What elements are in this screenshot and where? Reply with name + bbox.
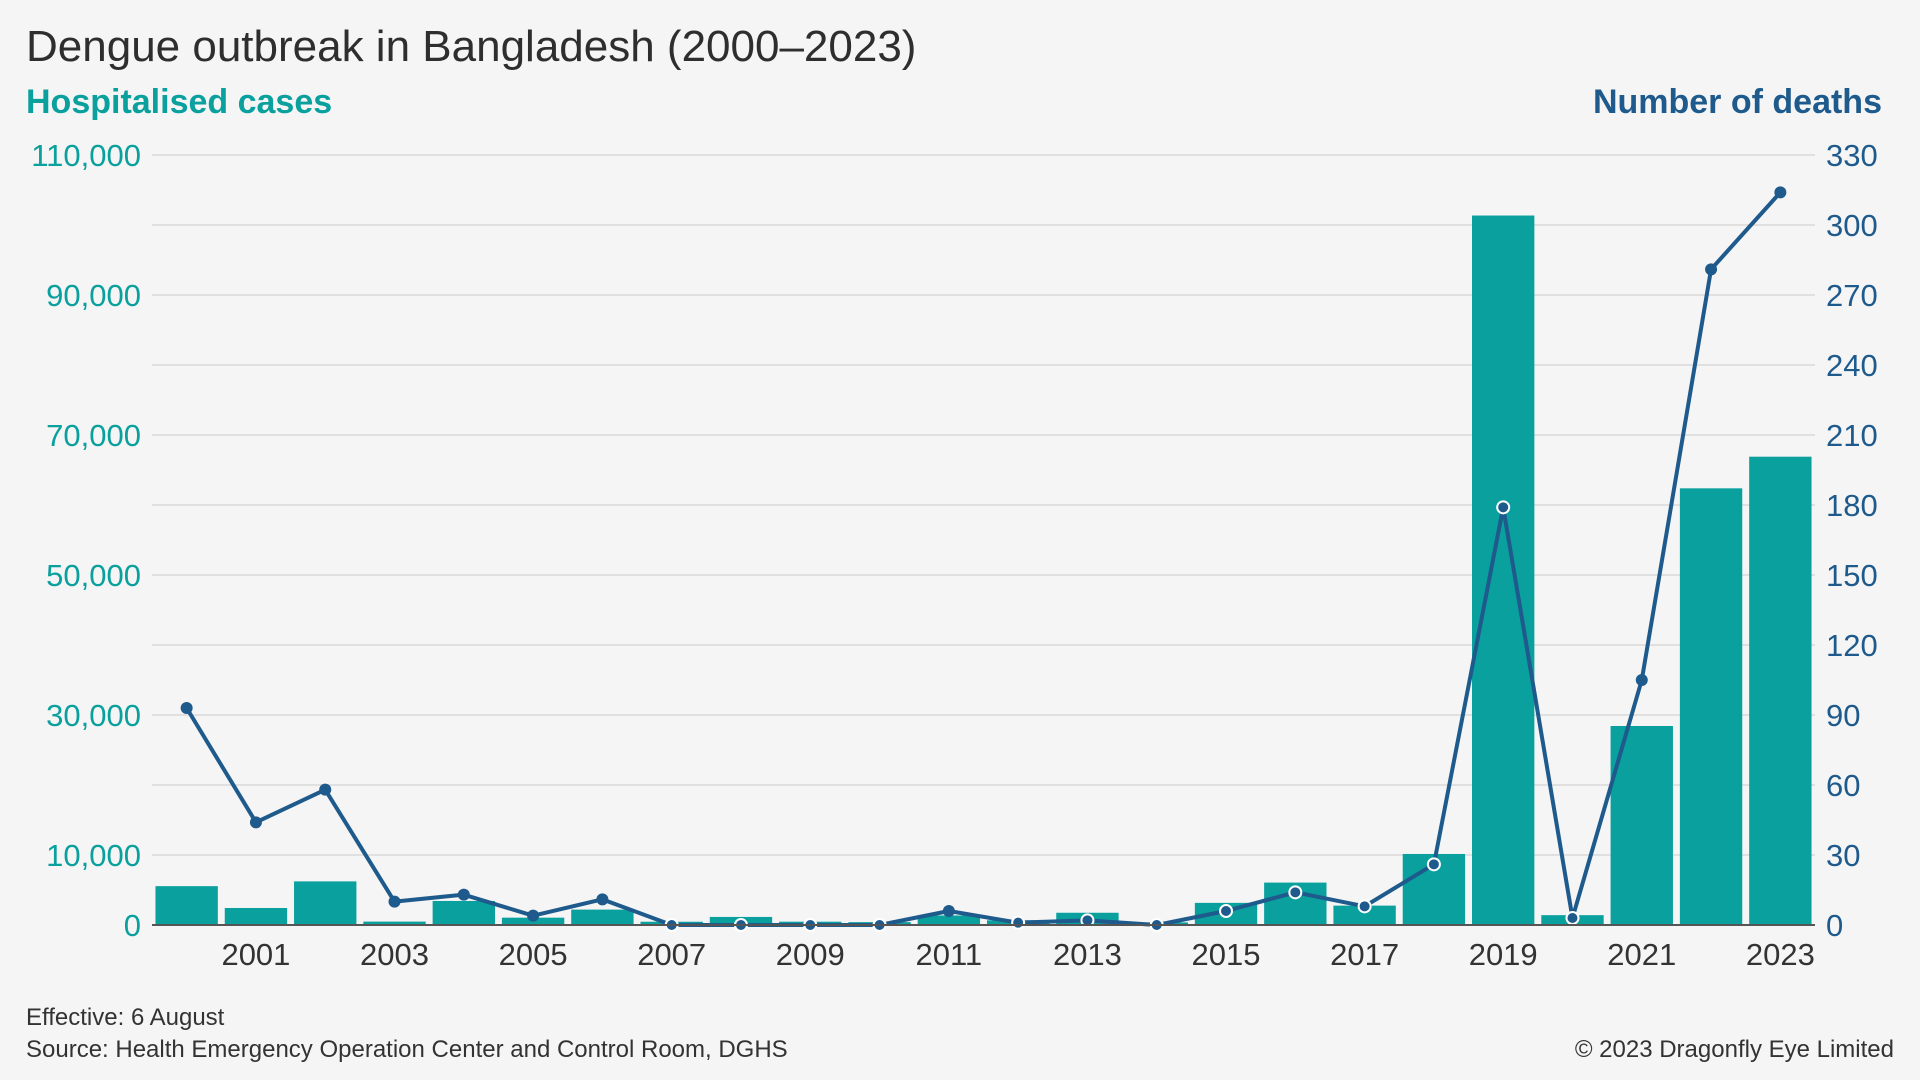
deaths-point-2023 bbox=[1774, 186, 1787, 199]
deaths-point-2004 bbox=[457, 888, 470, 901]
copyright-note: © 2023 Dragonfly Eye Limited bbox=[1574, 1036, 1894, 1063]
x-tick-label: 2011 bbox=[916, 937, 983, 972]
deaths-point-2000 bbox=[180, 702, 193, 714]
x-tick-label: 2017 bbox=[1330, 937, 1399, 972]
right-tick-label: 300 bbox=[1826, 208, 1878, 243]
cases-bar-2011 bbox=[917, 915, 981, 925]
right-tick-label: 330 bbox=[1826, 138, 1878, 173]
deaths-point-2013 bbox=[1080, 913, 1095, 928]
cases-bars bbox=[155, 215, 1812, 926]
left-tick-label: 90,000 bbox=[46, 278, 141, 313]
deaths-point-2017 bbox=[1357, 899, 1372, 914]
x-tick-label: 2001 bbox=[221, 937, 290, 972]
cases-bar-2002 bbox=[294, 881, 357, 925]
x-tick-label: 2007 bbox=[637, 937, 706, 972]
x-tick-label: 2003 bbox=[360, 937, 429, 972]
right-tick-label: 0 bbox=[1826, 908, 1843, 943]
cases-bar-2019 bbox=[1472, 215, 1535, 926]
cases-bar-2003 bbox=[363, 921, 426, 925]
deaths-line bbox=[180, 186, 1787, 932]
deaths-point-2018 bbox=[1426, 857, 1441, 872]
right-tick-label: 60 bbox=[1826, 768, 1860, 803]
deaths-point-2020 bbox=[1565, 911, 1580, 925]
right-tick-label: 240 bbox=[1826, 348, 1878, 383]
x-tick-label: 2021 bbox=[1607, 937, 1676, 972]
right-tick-label: 180 bbox=[1826, 488, 1878, 523]
right-tick-label: 150 bbox=[1826, 558, 1878, 593]
cases-bar-2006 bbox=[571, 909, 634, 925]
left-tick-label: 70,000 bbox=[46, 418, 141, 453]
deaths-point-2016 bbox=[1288, 885, 1303, 900]
x-tick-label: 2009 bbox=[776, 937, 845, 972]
right-tick-label: 90 bbox=[1826, 698, 1860, 733]
x-tick-label: 2005 bbox=[499, 937, 568, 972]
right-axis-title: Number of deaths bbox=[1592, 83, 1882, 121]
left-tick-label: 0 bbox=[124, 908, 141, 943]
left-tick-label: 10,000 bbox=[46, 838, 141, 873]
deaths-point-2022 bbox=[1705, 263, 1718, 276]
deaths-point-2001 bbox=[249, 816, 262, 829]
cases-bar-2004 bbox=[432, 900, 495, 925]
source-note: Source: Health Emergency Operation Cente… bbox=[26, 1036, 788, 1063]
right-tick-label: 30 bbox=[1826, 838, 1860, 873]
cases-bar-2017 bbox=[1333, 905, 1396, 925]
gridlines bbox=[152, 154, 1815, 856]
right-tick-label: 210 bbox=[1826, 418, 1878, 453]
deaths-point-2005 bbox=[527, 909, 540, 922]
left-axis-title: Hospitalised cases bbox=[26, 83, 333, 121]
cases-bar-2001 bbox=[224, 907, 288, 925]
cases-bar-2000 bbox=[155, 886, 218, 925]
left-tick-label: 50,000 bbox=[46, 558, 141, 593]
deaths-point-2012 bbox=[1011, 915, 1026, 930]
cases-bar-2022 bbox=[1679, 488, 1743, 925]
deaths-point-2019 bbox=[1496, 500, 1511, 515]
deaths-line-path bbox=[184, 190, 1782, 927]
deaths-point-2003 bbox=[388, 895, 401, 908]
deaths-point-2015 bbox=[1219, 904, 1234, 918]
right-tick-label: 270 bbox=[1826, 278, 1878, 313]
deaths-point-2021 bbox=[1635, 674, 1648, 686]
deaths-point-2002 bbox=[319, 783, 332, 796]
x-tick-label: 2023 bbox=[1746, 937, 1815, 972]
chart-title: Dengue outbreak in Bangladesh (2000–2023… bbox=[26, 22, 917, 71]
right-tick-label: 120 bbox=[1826, 628, 1878, 663]
x-tick-label: 2013 bbox=[1053, 937, 1122, 972]
deaths-point-2006 bbox=[596, 893, 609, 906]
x-tick-label: 2015 bbox=[1192, 937, 1261, 972]
cases-bar-2021 bbox=[1610, 725, 1673, 925]
effective-date-note: Effective: 6 August bbox=[26, 1004, 225, 1031]
deaths-point-2011 bbox=[942, 905, 955, 917]
left-tick-label: 110,000 bbox=[31, 138, 141, 173]
cases-bar-2023 bbox=[1749, 456, 1812, 925]
x-tick-label: 2019 bbox=[1469, 937, 1538, 972]
left-tick-label: 30,000 bbox=[46, 698, 141, 733]
axes: 0 10,000 30,000 50,000 70,000 90,000 110,000 0 3… bbox=[31, 138, 1878, 972]
